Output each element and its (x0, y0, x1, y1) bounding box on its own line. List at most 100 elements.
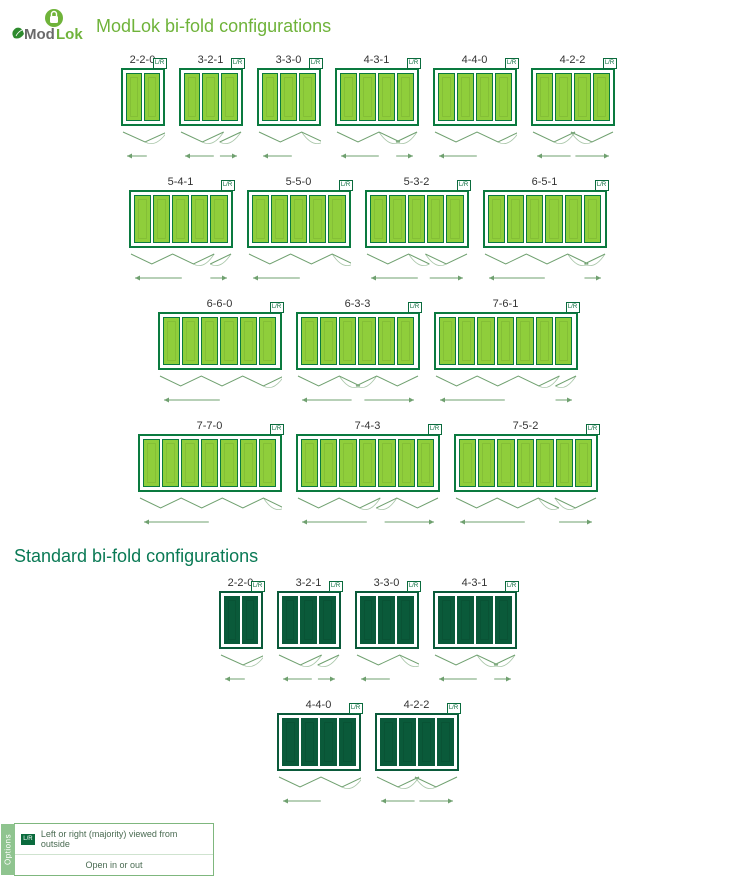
lr-badge: L/R (407, 581, 421, 592)
door-panel (574, 73, 591, 121)
config-label: 4-4-0 (462, 54, 488, 66)
fold-diagram (365, 248, 469, 284)
config-4-2-2: 4-2-2 L/R (531, 54, 615, 162)
config-row: 2-2-0L/R3-2-1L/R3-3-0L/R4-3-1L/R (10, 577, 725, 685)
door-panel (397, 317, 414, 365)
config-2-2-0: 2-2-0L/R (219, 577, 263, 685)
door-panel (221, 73, 238, 121)
fold-diagram (433, 649, 517, 685)
lr-badge: L/R (586, 424, 600, 435)
door-panel (134, 195, 151, 243)
config-label: 6-3-3 (345, 298, 371, 310)
door-panel (497, 439, 514, 487)
door-panel (399, 718, 416, 766)
config-label: 6-5-1 (532, 176, 558, 188)
door-panel (556, 439, 573, 487)
door-frame (247, 190, 351, 248)
door-panel (359, 73, 376, 121)
door-panel (320, 718, 337, 766)
door-panel (240, 317, 257, 365)
door-panel (242, 596, 258, 644)
lr-badge: L/R (329, 581, 343, 592)
door-wrap: L/R (434, 312, 578, 370)
config-label: 4-3-1 (462, 577, 488, 589)
door-frame (158, 312, 282, 370)
fold-diagram (129, 248, 233, 284)
door-panel (408, 195, 425, 243)
lr-badge: L/R (603, 58, 617, 69)
door-frame (277, 591, 341, 649)
door-panel (144, 73, 160, 121)
fold-diagram (296, 370, 420, 406)
lr-badge: L/R (221, 180, 235, 191)
door-panel (201, 317, 218, 365)
door-panel (495, 596, 512, 644)
door-wrap: L/R (277, 591, 341, 649)
door-panel (360, 596, 377, 644)
modlok-configurations: 2-2-0L/R3-2-1L/R3-3-0L/R4-3-1L/R4-4-0L/R… (10, 54, 725, 528)
door-wrap: L/R (179, 68, 243, 126)
door-panel (339, 718, 356, 766)
config-4-2-2: 4-2-2L/R (375, 699, 459, 807)
door-frame (355, 591, 419, 649)
door-wrap: L/R (433, 68, 517, 126)
door-panel (184, 73, 201, 121)
lr-badge: L/R (231, 58, 245, 69)
lr-badge: L/R (339, 180, 353, 191)
door-panel (339, 317, 356, 365)
door-panel (476, 73, 493, 121)
config-5-3-2: 5-3-2L/R (365, 176, 469, 284)
door-panel (478, 439, 495, 487)
config-4-4-0: 4-4-0L/R (277, 699, 361, 807)
config-label: 4-2-2 (560, 54, 586, 66)
door-wrap: L/R (219, 591, 263, 649)
door-panel (438, 596, 455, 644)
door-panel (380, 718, 397, 766)
door-panel (526, 195, 543, 243)
door-panel (290, 195, 307, 243)
door-panel (584, 195, 601, 243)
door-panel (417, 439, 434, 487)
standard-configurations: 2-2-0L/R3-2-1L/R3-3-0L/R4-3-1L/R4-4-0L/R… (10, 577, 725, 807)
fold-diagram (375, 771, 459, 807)
door-wrap: L/R (531, 68, 615, 126)
fold-diagram (483, 248, 607, 284)
config-label: 5-5-0 (286, 176, 312, 188)
door-panel (459, 439, 476, 487)
config-row: 6-6-0L/R6-3-3L/R7-6-1L/R (10, 298, 725, 406)
door-panel (397, 73, 414, 121)
config-label: 3-2-1 (296, 577, 322, 589)
config-6-3-3: 6-3-3L/R (296, 298, 420, 406)
lr-badge-icon: L/R (21, 834, 35, 845)
door-frame (277, 713, 361, 771)
door-panel (545, 195, 562, 243)
door-panel (320, 439, 337, 487)
options-open-text: Open in or out (85, 860, 142, 870)
door-panel (488, 195, 505, 243)
door-panel (536, 439, 553, 487)
door-panel (340, 73, 357, 121)
config-label: 7-5-2 (513, 420, 539, 432)
modlok-logo: Mod Lok (10, 8, 88, 44)
config-row: 7-7-0L/R7-4-3L/R7-5-2L/R (10, 420, 725, 528)
door-panel (282, 596, 299, 644)
svg-text:Lok: Lok (56, 26, 83, 43)
fold-diagram (335, 126, 419, 162)
config-row: 4-4-0L/R4-2-2L/R (10, 699, 725, 807)
door-wrap: L/R (277, 713, 361, 771)
config-3-2-1: 3-2-1L/R (179, 54, 243, 162)
door-frame (365, 190, 469, 248)
door-panel (458, 317, 475, 365)
door-frame (375, 713, 459, 771)
lr-badge: L/R (428, 424, 442, 435)
door-panel (162, 439, 179, 487)
door-panel (476, 596, 493, 644)
config-4-3-1: 4-3-1L/R (335, 54, 419, 162)
lr-badge: L/R (457, 180, 471, 191)
door-panel (516, 317, 533, 365)
door-panel (328, 195, 345, 243)
door-frame (138, 434, 282, 492)
door-wrap: L/R (158, 312, 282, 370)
config-6-6-0: 6-6-0L/R (158, 298, 282, 406)
door-panel (427, 195, 444, 243)
